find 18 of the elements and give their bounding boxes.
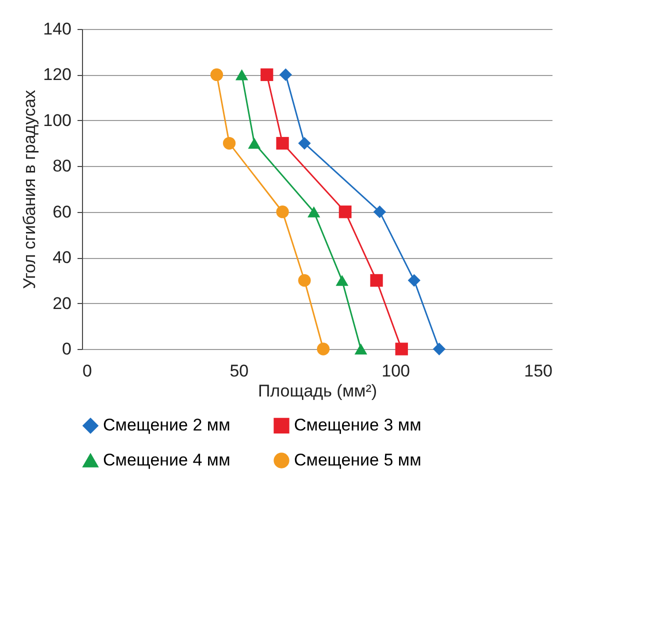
y-tick-label: 0: [62, 340, 72, 358]
legend-label: Смещение 4 мм: [103, 450, 230, 470]
x-tick-label: 0: [82, 362, 92, 380]
y-tick-label: 20: [52, 294, 72, 313]
y-tick-label: 60: [52, 202, 72, 222]
x-tick-label: 100: [382, 362, 410, 380]
y-tick-label: 40: [52, 248, 72, 268]
y-tick-label: 120: [43, 65, 72, 84]
y-tick-label: 140: [43, 20, 72, 38]
x-axis-title: Площадь (мм²): [258, 382, 378, 400]
legend-label: Смещение 2 мм: [103, 416, 230, 435]
y-tick-label: 100: [43, 110, 72, 130]
x-tick-label: 50: [230, 362, 249, 380]
y-tick-label: 80: [52, 156, 72, 176]
x-tick-label: 150: [524, 362, 552, 380]
legend-label: Смещение 5 мм: [294, 450, 422, 470]
y-axis-title: Угол сгибания в градусах: [20, 90, 40, 289]
legend-label: Смещение 3 мм: [294, 416, 422, 435]
